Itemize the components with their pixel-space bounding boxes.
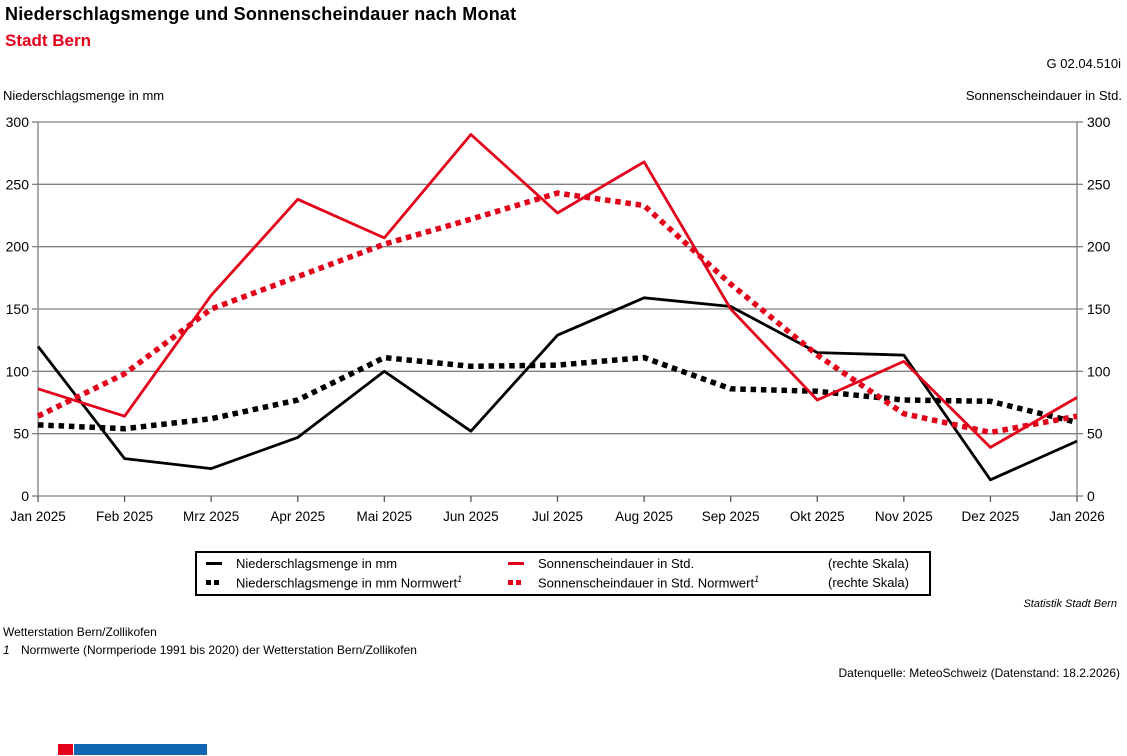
y-tick-label-left: 150 <box>6 301 30 317</box>
legend-label-niederschlag-normwert: Niederschlagsmenge in mm Normwert1 <box>236 574 463 591</box>
x-tick-label: Jul 2025 <box>532 509 583 524</box>
y-tick-label-right: 100 <box>1087 363 1111 379</box>
stadt-bern-logo <box>58 744 207 755</box>
y-tick-label-left: 200 <box>6 239 30 255</box>
legend-label-sonnenschein-normwert: Sonnenscheindauer in Std. Normwert1 <box>538 574 760 591</box>
x-tick-label: Mrz 2025 <box>183 509 239 524</box>
footnote-superscript: 1 <box>457 574 463 584</box>
right-axis-label: Sonnenscheindauer in Std. <box>965 88 1122 103</box>
legend-box: Niederschlagsmenge in mm Sonnenscheindau… <box>195 551 931 597</box>
x-tick-label: Jun 2025 <box>443 509 499 524</box>
x-tick-label: Feb 2025 <box>96 509 153 524</box>
series-niederschlagsmenge-in-mm-normwert <box>37 354 1078 432</box>
x-tick-label: Nov 2025 <box>875 509 933 524</box>
y-tick-label-right: 150 <box>1087 301 1111 317</box>
page-title: Niederschlagsmenge und Sonnenscheindauer… <box>5 4 517 24</box>
footnote-superscript: 1 <box>754 574 760 584</box>
series-sonnenscheindauer-in-std- <box>37 133 1078 449</box>
line-chart: 0 0 50 50 100 100 150 150 200 200 250 250 300 300 Jan … <box>6 114 1111 524</box>
y-tick-label-left: 250 <box>6 176 30 192</box>
x-tick-label: Jan 2025 <box>10 509 66 524</box>
x-tick-label: Jan 2026 <box>1049 509 1105 524</box>
legend-note-right-scale-2: (rechte Skala) <box>828 574 909 590</box>
legend-swatch-sonnenschein <box>508 562 538 565</box>
left-axis-label: Niederschlagsmenge in mm <box>3 88 165 103</box>
legend-label-niederschlag: Niederschlagsmenge in mm <box>236 556 398 571</box>
legend-swatch-niederschlag-normwert <box>206 579 236 585</box>
footnote: 1 Normwerte (Normperiode 1991 bis 2020) d… <box>3 643 417 657</box>
y-tick-label-left: 100 <box>6 363 30 379</box>
y-tick-label-right: 0 <box>1087 488 1095 504</box>
series-sonnenscheindauer-in-std-normwert <box>36 190 1078 436</box>
y-tick-label-left: 50 <box>13 426 29 442</box>
logo-blue-bar <box>74 744 207 755</box>
footnote-text: Normwerte (Normperiode 1991 bis 2020) de… <box>21 643 417 657</box>
attribution: Statistik Stadt Bern <box>1023 598 1117 610</box>
legend-swatch-sonnenschein-normwert <box>508 579 538 585</box>
footnote-marker: 1 <box>3 643 10 657</box>
x-tick-label: Aug 2025 <box>615 509 673 524</box>
x-tick-label: Apr 2025 <box>270 509 325 524</box>
legend-label-sonnenschein: Sonnenscheindauer in Std. <box>538 556 695 571</box>
page-subtitle: Stadt Bern <box>5 31 91 50</box>
x-tick-label: Mai 2025 <box>357 509 413 524</box>
graph-id: G 02.04.510i <box>1046 56 1121 71</box>
y-tick-label-left: 0 <box>21 488 29 504</box>
series-niederschlagsmenge-in-mm <box>36 296 1078 482</box>
x-tick-label: Okt 2025 <box>790 509 845 524</box>
x-tick-label: Sep 2025 <box>702 509 760 524</box>
y-tick-label-right: 50 <box>1087 426 1103 442</box>
y-tick-label-left: 300 <box>6 114 30 130</box>
y-tick-label-right: 250 <box>1087 176 1111 192</box>
legend-swatch-niederschlag <box>206 562 236 565</box>
y-tick-label-right: 300 <box>1087 114 1111 130</box>
logo-red-block <box>58 744 73 755</box>
y-tick-label-right: 200 <box>1087 239 1111 255</box>
legend-note-right-scale-1: (rechte Skala) <box>828 556 909 571</box>
x-tick-label: Dez 2025 <box>962 509 1020 524</box>
data-source: Datenquelle: MeteoSchweiz (Datenstand: 1… <box>838 666 1120 680</box>
station-note: Wetterstation Bern/Zollikofen <box>3 625 157 639</box>
